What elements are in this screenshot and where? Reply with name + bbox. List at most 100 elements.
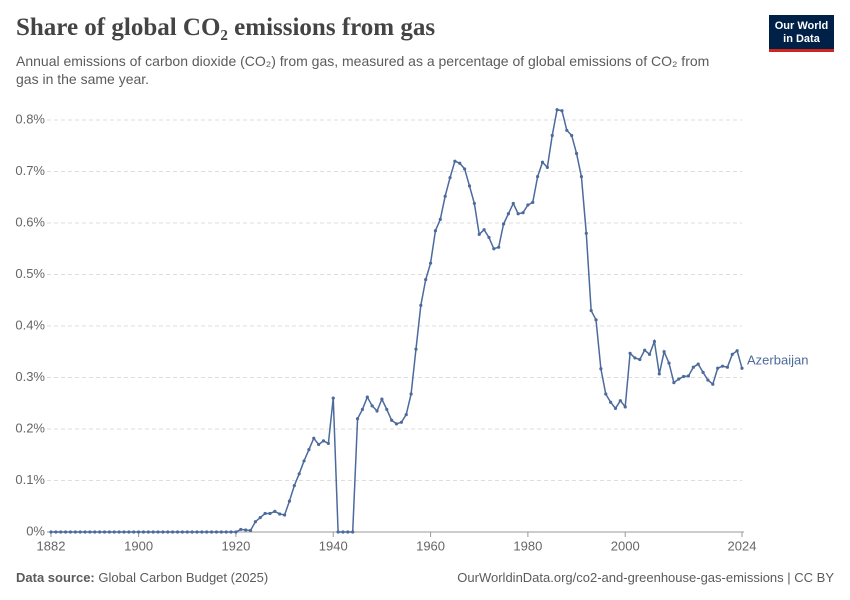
point — [419, 303, 423, 307]
point — [428, 261, 433, 265]
point — [234, 530, 238, 534]
point — [195, 530, 199, 534]
point — [550, 133, 554, 138]
point — [711, 382, 715, 386]
logo-line: Our World — [774, 20, 829, 32]
y-tick-label: 0.1% — [15, 472, 45, 487]
point — [365, 395, 369, 399]
point — [604, 392, 608, 396]
point — [706, 378, 710, 382]
point — [677, 377, 681, 381]
series-label: Azerbaijan — [747, 353, 808, 368]
point — [453, 159, 457, 163]
point — [609, 400, 613, 404]
point — [122, 530, 126, 534]
y-tick-label: 0.5% — [15, 266, 45, 281]
point — [331, 396, 335, 400]
point — [146, 530, 150, 534]
point — [463, 167, 467, 171]
point — [326, 441, 330, 446]
point — [506, 212, 511, 216]
point — [268, 511, 272, 516]
point — [414, 347, 418, 351]
y-tick-label: 0.4% — [15, 317, 45, 332]
point — [355, 417, 360, 421]
point — [258, 515, 262, 520]
point — [248, 528, 253, 533]
point — [190, 530, 194, 534]
point — [482, 228, 486, 232]
chart-title: Share of global CO₂ emissions from gas — [16, 14, 436, 41]
point — [214, 530, 219, 534]
point — [117, 530, 121, 534]
point — [287, 499, 292, 503]
point — [141, 530, 146, 534]
point — [497, 245, 501, 249]
point — [93, 530, 97, 534]
point — [599, 367, 603, 371]
point — [292, 484, 296, 488]
point — [691, 365, 695, 369]
point — [638, 357, 642, 362]
y-tick-label: 0.7% — [15, 163, 45, 178]
credit[interactable]: OurWorldinData.org/co2-and-greenhouse-ga… — [457, 570, 834, 585]
point — [219, 530, 223, 534]
point — [312, 436, 316, 440]
point — [740, 366, 744, 370]
point — [385, 407, 389, 412]
point — [209, 530, 214, 534]
point — [302, 459, 306, 463]
point — [545, 165, 549, 169]
point — [662, 350, 666, 354]
point — [78, 530, 82, 534]
x-tick-label: 1882 — [37, 538, 66, 553]
point — [404, 412, 408, 417]
point — [467, 184, 472, 188]
point — [136, 530, 141, 534]
point — [273, 509, 277, 513]
point — [623, 405, 627, 409]
x-tick-label: 2000 — [611, 538, 640, 553]
point — [370, 404, 374, 408]
point — [730, 352, 734, 356]
point — [438, 217, 442, 221]
point — [205, 530, 209, 534]
y-tick-label: 0.6% — [15, 214, 45, 229]
source: Data source: Global Carbon Budget (2025) — [16, 570, 268, 585]
line — [51, 108, 743, 533]
point — [278, 512, 282, 516]
logo-line: in Data — [783, 33, 820, 45]
point — [633, 356, 637, 360]
point — [244, 528, 248, 532]
point — [336, 530, 340, 534]
point — [297, 472, 301, 476]
point — [536, 175, 540, 179]
point — [521, 211, 525, 215]
x-tick-label: 2024 — [728, 538, 757, 553]
point — [686, 374, 691, 378]
point — [151, 530, 155, 534]
point — [73, 530, 77, 534]
point — [88, 530, 92, 534]
y-tick-label: 0.3% — [15, 369, 45, 384]
logo[interactable]: Our World in Data — [769, 15, 834, 52]
point — [501, 222, 506, 226]
point — [579, 175, 584, 179]
point — [628, 351, 632, 355]
point — [647, 352, 652, 356]
point — [307, 448, 311, 452]
point — [511, 201, 515, 206]
point — [531, 200, 535, 204]
point — [239, 527, 243, 532]
point — [443, 194, 447, 198]
x-tick-label: 1980 — [513, 538, 542, 553]
point — [102, 530, 107, 534]
point — [448, 176, 452, 180]
point — [594, 318, 598, 322]
point — [360, 407, 365, 412]
x-tick-label: 1900 — [124, 538, 153, 553]
point — [321, 439, 326, 443]
point — [492, 247, 496, 251]
point — [667, 361, 671, 365]
